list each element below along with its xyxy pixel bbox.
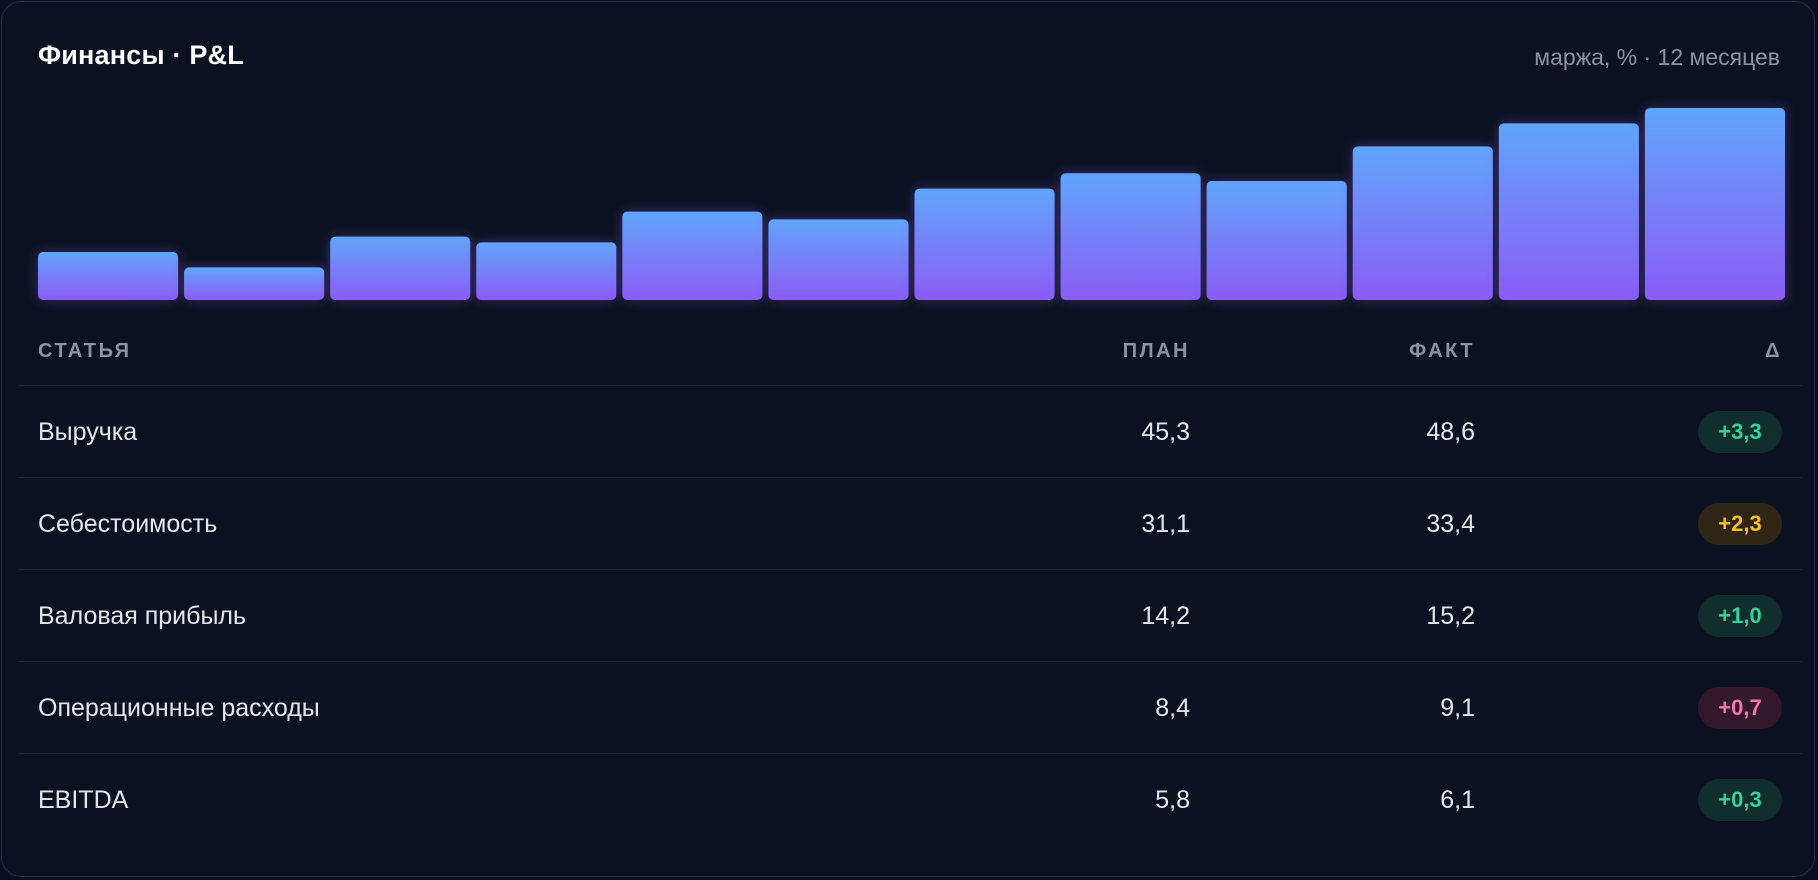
row-name: EBITDA (38, 786, 129, 814)
card-subtitle: маржа, % · 12 месяцев (1534, 44, 1780, 70)
margin-bar[interactable] (184, 267, 325, 300)
margin-bar[interactable] (914, 188, 1055, 300)
row-fact-value: 9,1 (1440, 694, 1475, 722)
table-header: СТАТЬЯ ПЛАН ФАКТ Δ (18, 320, 1802, 386)
row-plan-value: 8,4 (1155, 694, 1190, 722)
card-title: Финансы · P&L (38, 40, 244, 70)
row-fact-value: 15,2 (1426, 602, 1475, 630)
table-row[interactable]: Себестоимость 31,1 33,4 +2,3 (18, 478, 1802, 570)
row-fact-value: 48,6 (1426, 418, 1475, 446)
row-plan-value: 31,1 (1141, 510, 1190, 538)
column-header-fact[interactable]: ФАКТ (1409, 340, 1475, 362)
delta-badge: +0,3 (1698, 779, 1782, 821)
column-header-name[interactable]: СТАТЬЯ (38, 340, 132, 362)
delta-badge: +0,7 (1698, 687, 1782, 729)
delta-badge: +3,3 (1698, 411, 1782, 453)
row-name: Операционные расходы (38, 694, 320, 722)
margin-bar[interactable] (330, 236, 471, 300)
margin-bar[interactable] (476, 242, 617, 300)
margin-bar[interactable] (1352, 146, 1493, 300)
row-fact-value: 33,4 (1426, 510, 1475, 538)
row-plan-value: 45,3 (1141, 418, 1190, 446)
margin-bar-chart (38, 92, 1785, 302)
row-plan-value: 5,8 (1155, 786, 1190, 814)
margin-bar-chart-svg (38, 108, 1785, 300)
row-name: Валовая прибыль (38, 602, 247, 630)
row-plan-value: 14,2 (1141, 602, 1190, 630)
table-row[interactable]: Валовая прибыль 14,2 15,2 +1,0 (18, 570, 1802, 662)
table-row[interactable]: Операционные расходы 8,4 9,1 +0,7 (18, 662, 1802, 754)
margin-bar[interactable] (622, 211, 763, 300)
column-header-delta[interactable]: Δ (1765, 340, 1782, 362)
row-name: Выручка (38, 418, 138, 446)
delta-badge: +2,3 (1698, 503, 1782, 545)
row-name: Себестоимость (38, 510, 218, 538)
row-fact-value: 6,1 (1440, 786, 1475, 814)
margin-bar[interactable] (38, 252, 179, 300)
margin-bar[interactable] (1498, 123, 1639, 300)
margin-bar[interactable] (768, 219, 909, 300)
margin-bar[interactable] (1644, 108, 1785, 300)
margin-bar[interactable] (1060, 173, 1201, 300)
column-header-plan[interactable]: ПЛАН (1122, 340, 1190, 362)
margin-bar[interactable] (1206, 180, 1347, 300)
delta-badge: +1,0 (1698, 595, 1782, 637)
table-row[interactable]: EBITDA 5,8 6,1 +0,3 (18, 754, 1802, 846)
table-row[interactable]: Выручка 45,3 48,6 +3,3 (18, 386, 1802, 478)
